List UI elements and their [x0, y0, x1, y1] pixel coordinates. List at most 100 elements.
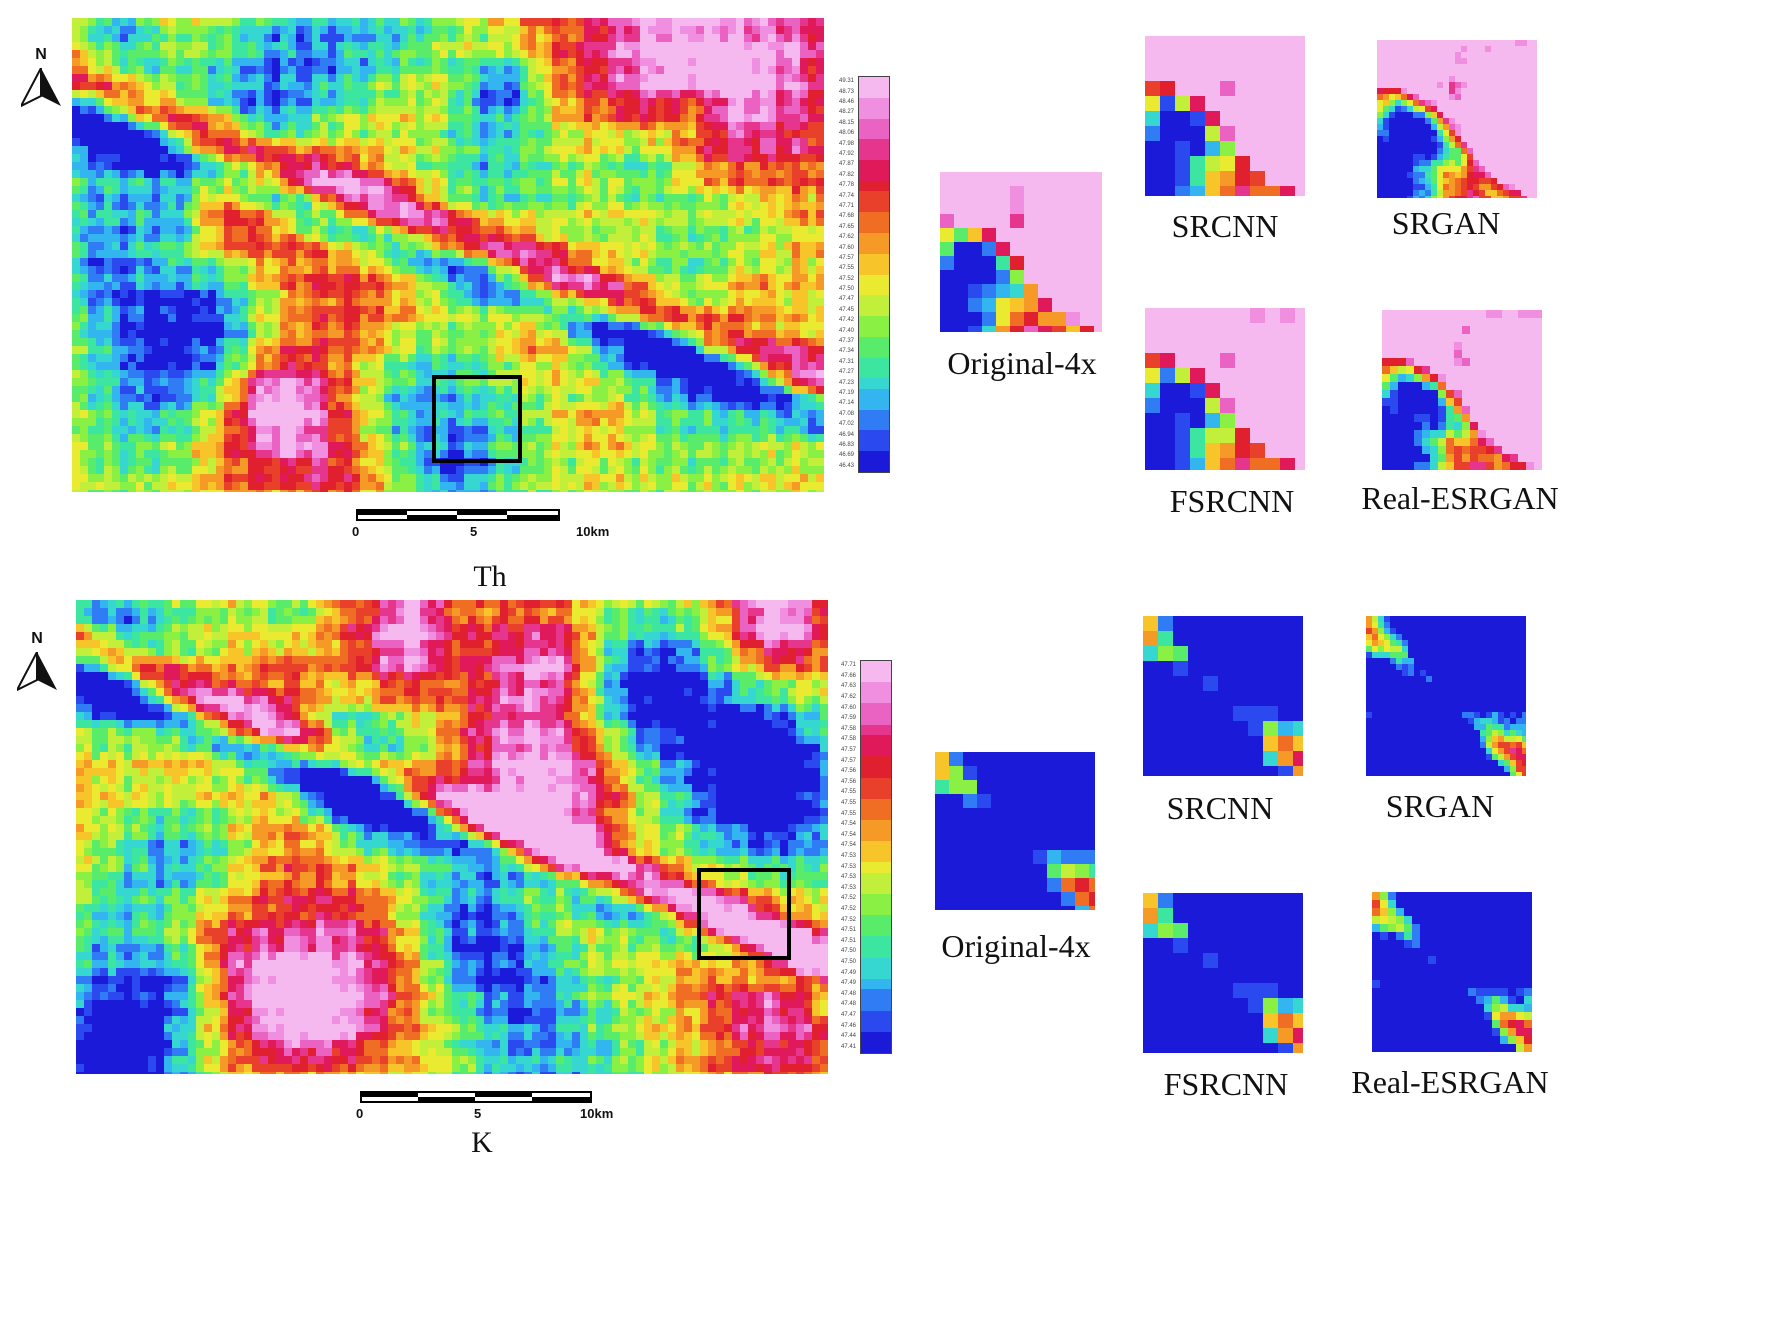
- colorbar-tick-label: 47.57: [840, 747, 856, 754]
- colorbar-tick-label: 47.98: [838, 140, 854, 147]
- scale-label-5: 5: [470, 524, 478, 539]
- colorbar-tick-label: 47.56: [840, 778, 856, 785]
- colorbar-band: [861, 724, 891, 736]
- colorbar-tick-label: 47.87: [838, 161, 854, 168]
- colorbar-band: [861, 766, 891, 779]
- colorbar-band: [859, 232, 889, 244]
- k-thumb-fsrcnn: [1143, 893, 1303, 1053]
- scale-label-10km: 10km: [576, 524, 610, 539]
- colorbar-band: [859, 264, 889, 275]
- th-scale-bar: [356, 508, 560, 526]
- colorbar-tick-label: 47.63: [840, 683, 856, 690]
- colorbar-tick-label: 47.58: [840, 725, 856, 732]
- colorbar-band: [861, 968, 891, 980]
- colorbar-band: [859, 316, 889, 327]
- colorbar-tick-label: 47.52: [840, 916, 856, 923]
- colorbar-band: [861, 682, 891, 694]
- colorbar-band: [859, 87, 889, 99]
- colorbar-band: [859, 440, 889, 452]
- colorbar-tick-label: 48.06: [838, 130, 854, 137]
- scale-label-5: 5: [474, 1106, 482, 1121]
- colorbar-band: [859, 284, 889, 296]
- th-label-srcnn: SRCNN: [1171, 208, 1279, 244]
- colorbar-band: [859, 430, 889, 442]
- colorbar-tick-label: 47.54: [840, 842, 856, 849]
- colorbar-band: [859, 388, 889, 400]
- colorbar-band: [861, 661, 891, 673]
- colorbar-tick-label: 47.53: [840, 863, 856, 870]
- colorbar-tick-label: 48.46: [838, 98, 854, 105]
- colorbar-tick-label: 47.60: [838, 244, 854, 251]
- colorbar-tick-label: 47.19: [838, 390, 854, 397]
- colorbar-tick-label: 47.60: [840, 704, 856, 711]
- colorbar-band: [861, 1031, 891, 1043]
- colorbar-band: [861, 936, 891, 948]
- colorbar-band: [859, 201, 889, 213]
- colorbar-band: [859, 347, 889, 359]
- colorbar-tick-label: 47.23: [838, 379, 854, 386]
- colorbar-tick-label: 47.31: [838, 358, 854, 365]
- k-scale-bar: [360, 1090, 592, 1108]
- colorbar-tick-label: 47.53: [840, 884, 856, 891]
- colorbar-band: [861, 819, 891, 831]
- colorbar-band: [861, 1021, 891, 1033]
- colorbar-tick-label: 47.50: [838, 286, 854, 293]
- north-label: N: [31, 630, 43, 647]
- colorbar-tick-label: 49.31: [838, 78, 854, 85]
- colorbar-tick-label: 47.37: [838, 338, 854, 345]
- colorbar-band: [859, 461, 889, 472]
- k-thumb-original: [935, 752, 1095, 910]
- colorbar-band: [861, 872, 891, 884]
- colorbar-tick-label: 47.55: [840, 810, 856, 817]
- colorbar-tick-label: 46.69: [838, 452, 854, 459]
- colorbar-band: [859, 97, 889, 109]
- colorbar-tick-label: 47.50: [840, 958, 856, 965]
- colorbar-tick-label: 47.62: [840, 694, 856, 701]
- colorbar-band: [861, 915, 891, 927]
- colorbar-tick-label: 47.48: [840, 990, 856, 997]
- colorbar-band: [859, 149, 889, 161]
- th-label-original: Original-4x: [947, 345, 1097, 381]
- colorbar-band: [859, 357, 889, 369]
- k-thumb-real-esrgan: [1372, 892, 1532, 1052]
- colorbar-tick-label: 47.78: [838, 182, 854, 189]
- colorbar-band: [859, 222, 889, 234]
- colorbar-tick-label: 47.34: [838, 348, 854, 355]
- colorbar-band: [859, 118, 889, 130]
- colorbar-tick-label: 47.48: [840, 1001, 856, 1008]
- colorbar-tick-label: 47.53: [840, 874, 856, 881]
- th-label-srgan: SRGAN: [1391, 205, 1501, 241]
- colorbar-band: [861, 978, 891, 990]
- k-thumb-srgan: [1366, 616, 1526, 776]
- k-anomaly-map: [76, 600, 828, 1074]
- colorbar-tick-label: 47.42: [838, 317, 854, 324]
- colorbar-tick-label: 47.66: [840, 672, 856, 679]
- k-label-original: Original-4x: [941, 928, 1091, 964]
- colorbar-tick-label: 47.51: [840, 927, 856, 934]
- colorbar-tick-label: 48.27: [838, 109, 854, 116]
- th-thumb-fsrcnn: [1145, 308, 1305, 470]
- colorbar-tick-label: 46.43: [838, 462, 854, 469]
- th-anomaly-map: [72, 18, 824, 492]
- colorbar-band: [861, 809, 891, 821]
- colorbar-band: [861, 1000, 891, 1012]
- colorbar-tick-label: 47.68: [838, 213, 854, 220]
- colorbar-band: [859, 295, 889, 307]
- colorbar-band: [859, 191, 889, 203]
- colorbar-band: [861, 894, 891, 906]
- colorbar-band: [861, 735, 891, 747]
- scale-label-10km: 10km: [580, 1106, 614, 1121]
- colorbar-band: [861, 777, 891, 789]
- colorbar-band: [861, 904, 891, 916]
- colorbar-band: [861, 703, 891, 715]
- k-colorbar: [860, 660, 892, 1054]
- colorbar-tick-label: 47.55: [838, 265, 854, 272]
- k-label-real-esrgan: Real-ESRGAN: [1351, 1064, 1549, 1100]
- colorbar-tick-label: 47.52: [840, 895, 856, 902]
- th-label-fsrcnn: FSRCNN: [1169, 483, 1295, 519]
- colorbar-tick-label: 47.57: [838, 254, 854, 261]
- colorbar-tick-label: 48.73: [838, 88, 854, 95]
- th-inset-box: [432, 375, 522, 463]
- colorbar-band: [861, 692, 891, 704]
- north-label: N: [35, 46, 47, 63]
